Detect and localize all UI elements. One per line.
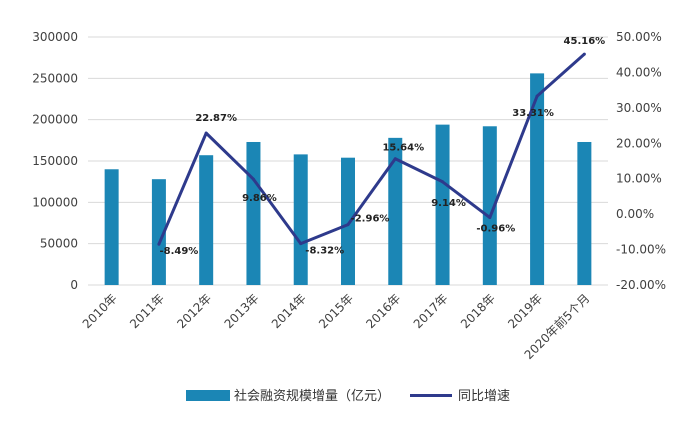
line-data-label: -8.32% <box>305 246 344 257</box>
x-tick-label: 2018年 <box>458 291 498 331</box>
line-point <box>346 223 350 227</box>
x-axis: 2010年 2011年 2012年 2013年 2014年 2015年 2016年 2017年… <box>80 291 593 363</box>
bar <box>293 154 308 285</box>
y-right-tick-label: 0.00% <box>616 207 654 221</box>
growth-line <box>157 53 586 246</box>
legend-bar-swatch <box>186 390 230 401</box>
line-point <box>299 242 303 246</box>
line-data-label: 15.64% <box>382 143 424 154</box>
line-data-label: 22.87% <box>195 113 237 124</box>
y-right-tick-label: 40.00% <box>616 65 662 79</box>
bar <box>104 169 119 285</box>
x-tick-label: 2013年 <box>222 291 262 331</box>
bar <box>151 179 166 285</box>
line-point <box>535 94 539 98</box>
y-left-tick-label: 150000 <box>32 154 78 168</box>
y-left-tick-label: 50000 <box>40 237 78 251</box>
x-tick-label: 2010年 <box>80 291 120 331</box>
line-series <box>157 52 586 246</box>
line-data-label: -2.96% <box>351 214 390 225</box>
y-right-tick-label: 30.00% <box>616 101 662 115</box>
line-data-label: 9.14% <box>431 198 466 209</box>
line-point <box>488 216 492 220</box>
y-axis-right: -20.00% -10.00% 0.00% 10.00% 20.00% 30.00% 40.… <box>616 30 666 292</box>
x-tick-label: 2017年 <box>411 291 451 331</box>
y-right-tick-label: -20.00% <box>616 278 666 292</box>
data-labels: -8.49% 22.87% 9.86% -8.32% -2.96% 15.64% 9.14%… <box>159 36 605 257</box>
line-point <box>204 131 208 135</box>
y-left-tick-label: 100000 <box>32 195 78 209</box>
y-left-tick-label: 250000 <box>32 71 78 85</box>
x-tick-label: 2014年 <box>269 291 309 331</box>
x-tick-label: 2019年 <box>505 291 545 331</box>
legend-bar-label: 社会融资规模增量（亿元） <box>234 388 390 404</box>
bar <box>577 141 592 285</box>
line-data-label: 9.86% <box>242 193 277 204</box>
line-data-label: -0.96% <box>476 224 515 235</box>
line-data-label: 45.16% <box>564 36 606 47</box>
y-left-tick-label: 300000 <box>32 30 78 44</box>
bar <box>199 155 214 285</box>
line-point <box>582 52 586 56</box>
y-left-tick-label: 0 <box>70 278 78 292</box>
bar <box>341 157 355 285</box>
x-tick-label: 2012年 <box>174 291 214 331</box>
line-data-label: 33.31% <box>512 108 554 119</box>
y-left-tick-label: 200000 <box>32 113 78 127</box>
x-tick-label: 2016年 <box>363 291 403 331</box>
line-point <box>441 180 445 184</box>
bar <box>530 73 545 285</box>
line-point <box>157 242 161 246</box>
y-right-tick-label: 50.00% <box>616 30 662 44</box>
line-point <box>393 157 397 161</box>
bar <box>246 141 261 285</box>
line-point <box>251 177 255 181</box>
bar <box>482 126 497 285</box>
y-right-tick-label: 20.00% <box>616 136 662 150</box>
legend: 社会融资规模增量（亿元） 同比增速 <box>186 388 510 404</box>
y-right-tick-label: -10.00% <box>616 243 666 257</box>
x-tick-label: 2011年 <box>127 291 167 331</box>
bar <box>388 137 403 285</box>
line-data-label: -8.49% <box>159 246 198 257</box>
x-tick-label: 2015年 <box>316 291 356 331</box>
legend-line-label: 同比增速 <box>458 389 510 404</box>
y-axis-left: 0 50000 100000 150000 200000 250000 300000 <box>32 30 78 292</box>
y-right-tick-label: 10.00% <box>616 172 662 186</box>
bar <box>435 124 450 285</box>
